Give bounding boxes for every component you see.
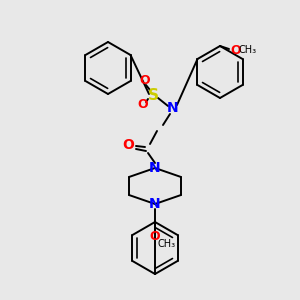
Text: N: N <box>149 197 161 211</box>
Text: CH₃: CH₃ <box>158 239 176 249</box>
Text: CH₃: CH₃ <box>239 45 257 55</box>
Text: O: O <box>140 74 150 88</box>
Text: O: O <box>150 230 160 242</box>
Text: S: S <box>148 88 158 103</box>
Text: O: O <box>231 44 241 56</box>
Text: O: O <box>122 138 134 152</box>
Text: N: N <box>167 101 179 115</box>
Text: N: N <box>149 161 161 175</box>
Text: O: O <box>138 98 148 112</box>
